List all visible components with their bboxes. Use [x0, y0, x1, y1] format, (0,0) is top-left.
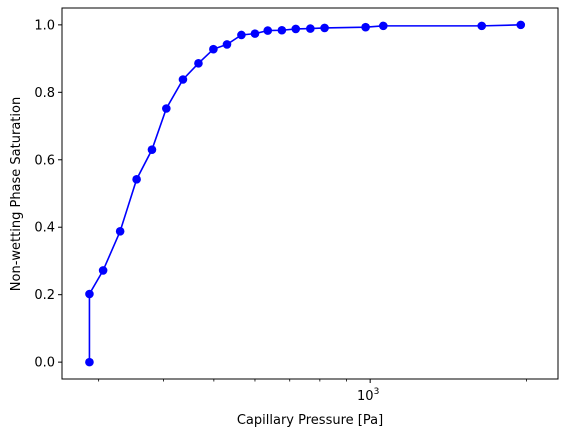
data-point [516, 20, 526, 30]
series-line [88, 24, 521, 363]
data-point [98, 266, 108, 275]
data-point [85, 357, 94, 367]
data-point [194, 59, 203, 68]
data-point [222, 40, 232, 49]
y-tick-label: 0.0 [34, 356, 55, 371]
series-layer [85, 20, 526, 367]
y-tick-label: 0.2 [34, 288, 55, 303]
data-point [320, 23, 329, 33]
data-point [115, 226, 125, 236]
data-point [291, 24, 301, 34]
data-point [178, 75, 188, 84]
y-axis-label: Non-wetting Phase Saturation [9, 97, 24, 291]
data-point [361, 22, 370, 32]
y-axis-ticks: 0.0 0.2 0.4 0.6 0.8 1.0 [34, 18, 62, 371]
data-point [263, 26, 273, 35]
y-tick-label: 0.4 [34, 221, 55, 236]
data-point [147, 145, 157, 154]
axes-frame [61, 7, 559, 380]
data-point [132, 175, 141, 184]
data-point [379, 21, 388, 31]
y-tick-label: 0.8 [34, 86, 55, 101]
data-point [85, 289, 94, 299]
data-point [162, 104, 171, 113]
x-tick-label: 103 [357, 387, 379, 404]
x-axis-ticks: 103 [98, 379, 527, 404]
x-axis-label: Capillary Pressure [Pa] [237, 413, 383, 428]
y-tick-label: 1.0 [34, 18, 55, 33]
data-point [277, 25, 287, 35]
y-tick-label: 0.6 [34, 153, 55, 168]
data-point [477, 21, 487, 31]
data-point [306, 24, 315, 33]
data-point [209, 44, 218, 54]
data-point [250, 29, 260, 38]
plot-area [62, 8, 558, 379]
data-point [237, 30, 246, 40]
